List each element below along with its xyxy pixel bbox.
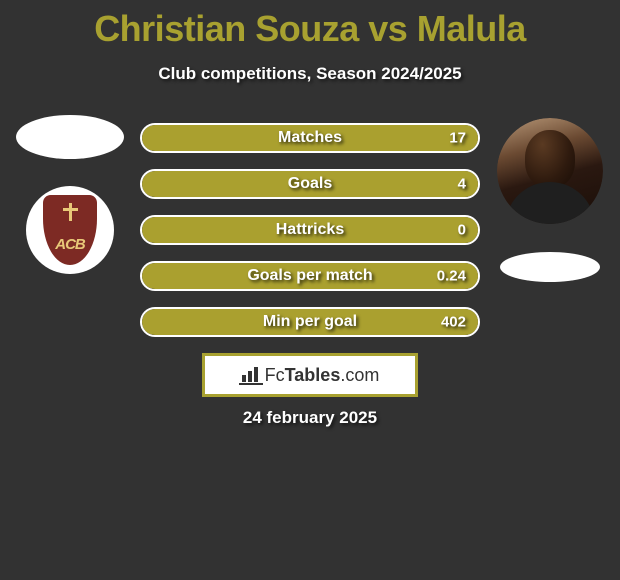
stat-value: 0.24 bbox=[437, 268, 466, 285]
left-player-column: ACB bbox=[10, 115, 130, 283]
page-title: Christian Souza vs Malula bbox=[0, 0, 620, 50]
brand-label: FcTables.com bbox=[265, 365, 380, 386]
stat-label: Min per goal bbox=[142, 313, 478, 331]
stat-bar-min-per-goal: Min per goal 402 bbox=[140, 307, 480, 337]
right-club-placeholder bbox=[500, 252, 600, 282]
stat-bar-matches: Matches 17 bbox=[140, 123, 480, 153]
club-badge-letters: ACB bbox=[55, 236, 85, 253]
brand-box: FcTables.com bbox=[202, 353, 418, 397]
stat-value: 4 bbox=[458, 176, 466, 193]
bar-chart-icon bbox=[241, 365, 263, 385]
stat-bar-hattricks: Hattricks 0 bbox=[140, 215, 480, 245]
left-club-badge: ACB bbox=[17, 177, 123, 283]
stat-value: 17 bbox=[449, 130, 466, 147]
stat-label: Goals per match bbox=[142, 267, 478, 285]
stat-label: Goals bbox=[142, 175, 478, 193]
stat-label: Matches bbox=[142, 129, 478, 147]
left-player-placeholder bbox=[16, 115, 124, 159]
subtitle: Club competitions, Season 2024/2025 bbox=[0, 64, 620, 84]
stat-value: 402 bbox=[441, 314, 466, 331]
stat-bar-goals-per-match: Goals per match 0.24 bbox=[140, 261, 480, 291]
stats-bars: Matches 17 Goals 4 Hattricks 0 Goals per… bbox=[140, 123, 480, 353]
stat-value: 0 bbox=[458, 222, 466, 239]
right-player-photo bbox=[497, 118, 603, 224]
stat-bar-goals: Goals 4 bbox=[140, 169, 480, 199]
date-label: 24 february 2025 bbox=[0, 408, 620, 428]
right-player-column bbox=[490, 118, 610, 282]
stat-label: Hattricks bbox=[142, 221, 478, 239]
